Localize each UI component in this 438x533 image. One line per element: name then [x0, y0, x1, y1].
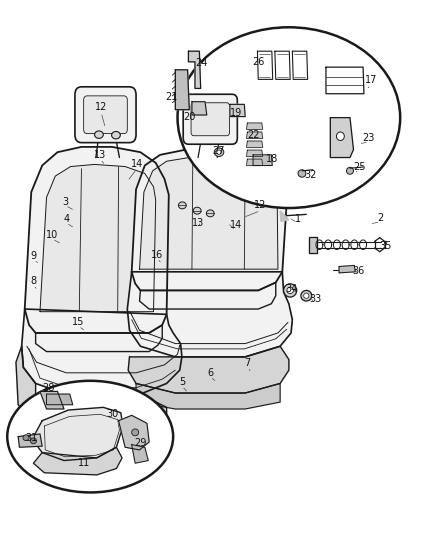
Polygon shape — [40, 391, 64, 409]
Text: 26: 26 — [252, 57, 265, 67]
Text: 13: 13 — [94, 150, 106, 160]
Polygon shape — [46, 394, 73, 405]
Ellipse shape — [95, 131, 103, 139]
Text: 33: 33 — [309, 294, 321, 304]
Text: 14: 14 — [131, 159, 143, 169]
Text: 12: 12 — [95, 102, 107, 112]
Polygon shape — [35, 325, 162, 352]
Text: 24: 24 — [195, 59, 208, 68]
Ellipse shape — [30, 438, 36, 444]
Polygon shape — [33, 447, 122, 475]
Ellipse shape — [193, 207, 201, 214]
Polygon shape — [128, 346, 289, 393]
Polygon shape — [40, 165, 155, 312]
Text: 14: 14 — [230, 220, 242, 230]
Text: 30: 30 — [106, 409, 119, 419]
Ellipse shape — [217, 150, 221, 155]
Text: 36: 36 — [353, 266, 365, 276]
Text: 21: 21 — [166, 92, 178, 102]
Polygon shape — [127, 272, 292, 357]
Text: 35: 35 — [380, 241, 392, 251]
Polygon shape — [275, 51, 290, 79]
Text: 22: 22 — [247, 130, 260, 140]
Text: 19: 19 — [230, 108, 243, 118]
Ellipse shape — [178, 202, 186, 209]
Text: 25: 25 — [353, 161, 366, 172]
Polygon shape — [119, 415, 149, 450]
Polygon shape — [292, 51, 307, 79]
Polygon shape — [280, 211, 289, 221]
Ellipse shape — [287, 287, 293, 294]
Text: 13: 13 — [192, 218, 204, 228]
Text: 27: 27 — [212, 146, 224, 156]
Polygon shape — [247, 141, 263, 148]
Ellipse shape — [284, 284, 297, 297]
Polygon shape — [326, 67, 364, 94]
Text: 7: 7 — [244, 358, 251, 368]
Text: 18: 18 — [266, 154, 279, 164]
Polygon shape — [339, 265, 355, 273]
Ellipse shape — [214, 148, 224, 157]
Text: 29: 29 — [134, 438, 147, 448]
Polygon shape — [35, 394, 166, 437]
Polygon shape — [140, 282, 276, 309]
Text: 9: 9 — [30, 251, 36, 261]
Text: 15: 15 — [72, 317, 85, 327]
Ellipse shape — [177, 27, 400, 208]
Polygon shape — [330, 118, 353, 158]
Text: 34: 34 — [285, 284, 297, 294]
Polygon shape — [247, 159, 263, 165]
Polygon shape — [16, 346, 35, 426]
Text: 32: 32 — [304, 170, 317, 180]
Text: 16: 16 — [151, 250, 163, 260]
Text: 4: 4 — [63, 214, 69, 224]
Polygon shape — [18, 434, 42, 447]
Ellipse shape — [346, 167, 353, 174]
Polygon shape — [230, 104, 245, 117]
Polygon shape — [175, 70, 189, 110]
Text: 6: 6 — [207, 368, 213, 378]
Polygon shape — [253, 155, 272, 165]
FancyBboxPatch shape — [75, 87, 136, 143]
FancyBboxPatch shape — [84, 96, 127, 134]
Text: 5: 5 — [179, 377, 185, 387]
Ellipse shape — [206, 210, 214, 217]
FancyBboxPatch shape — [183, 94, 237, 144]
Text: 11: 11 — [78, 458, 91, 468]
Ellipse shape — [112, 132, 120, 139]
Text: 31: 31 — [25, 433, 37, 443]
Ellipse shape — [304, 293, 309, 298]
Polygon shape — [247, 123, 263, 130]
Ellipse shape — [336, 132, 344, 141]
Text: 23: 23 — [363, 133, 375, 143]
Polygon shape — [25, 147, 169, 333]
Text: 2: 2 — [378, 213, 384, 223]
Text: 10: 10 — [46, 230, 58, 240]
Polygon shape — [140, 158, 278, 269]
Text: 8: 8 — [30, 277, 36, 286]
Text: 1: 1 — [294, 214, 300, 224]
Polygon shape — [21, 309, 182, 394]
Text: 28: 28 — [42, 383, 55, 393]
Ellipse shape — [132, 429, 139, 436]
Text: 12: 12 — [254, 200, 267, 211]
Polygon shape — [258, 51, 273, 79]
FancyBboxPatch shape — [191, 103, 230, 136]
Text: 20: 20 — [184, 111, 196, 122]
Polygon shape — [308, 237, 317, 253]
Polygon shape — [247, 150, 263, 157]
Ellipse shape — [298, 169, 306, 177]
Ellipse shape — [7, 381, 173, 492]
Polygon shape — [32, 407, 123, 461]
Ellipse shape — [23, 435, 29, 441]
Polygon shape — [188, 51, 201, 88]
Text: 3: 3 — [62, 197, 68, 207]
Polygon shape — [132, 150, 287, 290]
Polygon shape — [132, 445, 148, 463]
Polygon shape — [136, 383, 280, 409]
Polygon shape — [247, 132, 263, 139]
Polygon shape — [192, 102, 207, 115]
Ellipse shape — [301, 290, 312, 301]
Text: 17: 17 — [365, 76, 377, 85]
